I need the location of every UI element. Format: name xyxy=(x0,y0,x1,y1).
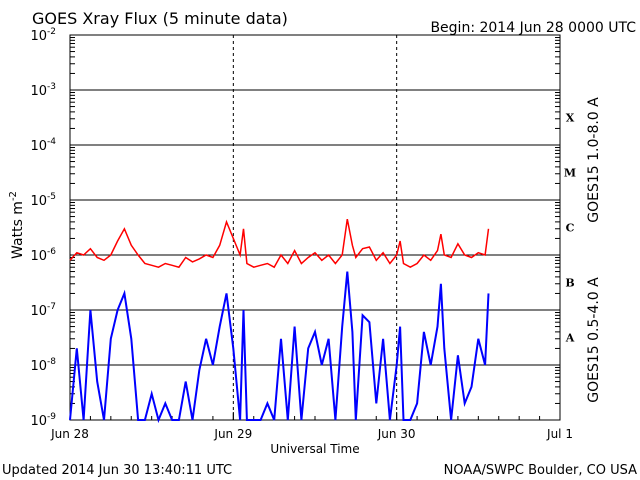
x-tick-label: Jul 1 xyxy=(546,427,573,441)
flare-class-label: X xyxy=(566,112,575,125)
y-tick-exponent: -2 xyxy=(47,27,56,37)
series-lines xyxy=(69,218,490,424)
chart-title: GOES Xray Flux (5 minute data) xyxy=(32,9,288,28)
y-tick-label: 10-6 xyxy=(30,247,56,264)
y-tick-label: 10-5 xyxy=(30,192,56,209)
y-tick-label: 10-7 xyxy=(30,302,56,319)
updated-time: Updated 2014 Jun 30 13:40:11 UTC xyxy=(2,463,232,478)
y-tick-base: 10 xyxy=(30,139,47,154)
flare-class-label: B xyxy=(565,277,574,290)
y-tick-exponent: -6 xyxy=(47,247,56,257)
legend-short-channel: GOES15 0.5-4.0 A xyxy=(586,277,602,403)
y-tick-exponent: -9 xyxy=(47,412,56,422)
x-tick-label: Jun 28 xyxy=(50,427,89,441)
y-tick-label: 10-2 xyxy=(30,27,56,44)
y-tick-base: 10 xyxy=(30,304,47,319)
y-tick-label: 10-3 xyxy=(30,82,56,99)
x-tick-label: Jun 29 xyxy=(213,427,252,441)
credit-line: NOAA/SWPC Boulder, CO USA xyxy=(444,463,637,478)
y-tick-base: 10 xyxy=(30,84,47,99)
plot-frame xyxy=(69,34,561,421)
flare-class-label: A xyxy=(565,332,575,345)
x-tick-label: Jun 30 xyxy=(377,427,416,441)
grid-lines xyxy=(70,34,560,421)
y-tick-label: 10-8 xyxy=(30,357,56,374)
flare-class-labels: X M C B A xyxy=(564,112,576,345)
y-tick-base: 10 xyxy=(30,194,47,209)
y-tick-exponent: -5 xyxy=(47,192,56,202)
y-axis-label-exponent: -2 xyxy=(8,191,19,201)
y-tick-base: 10 xyxy=(30,29,47,44)
y-tick-exponent: -4 xyxy=(47,137,56,147)
short-channel-line xyxy=(69,271,490,424)
svg-text:Watts m-2: Watts m-2 xyxy=(8,191,26,259)
y-tick-exponent: -3 xyxy=(47,82,56,92)
y-axis-ticks: 10-910-810-710-610-510-410-310-2 xyxy=(30,27,56,429)
y-tick-label: 10-9 xyxy=(30,412,56,429)
y-tick-base: 10 xyxy=(30,249,47,264)
begin-time: Begin: 2014 Jun 28 0000 UTC xyxy=(430,20,636,36)
flare-class-label: M xyxy=(564,167,576,180)
y-tick-exponent: -8 xyxy=(47,357,56,367)
y-tick-exponent: -7 xyxy=(47,302,56,312)
y-axis-label: Watts m-2 xyxy=(8,191,26,259)
y-tick-label: 10-4 xyxy=(30,137,56,154)
legend-long-channel: GOES15 1.0-8.0 A xyxy=(586,97,602,223)
y-tick-base: 10 xyxy=(30,414,47,429)
x-axis-ticks: Jun 28 Jun 29 Jun 30 Jul 1 xyxy=(50,412,573,441)
y-tick-base: 10 xyxy=(30,359,47,374)
flare-class-label: C xyxy=(566,222,575,235)
x-axis-label: Universal Time xyxy=(270,442,359,456)
y-axis-label-text: Watts m xyxy=(10,201,26,259)
long-channel-line xyxy=(69,218,490,269)
